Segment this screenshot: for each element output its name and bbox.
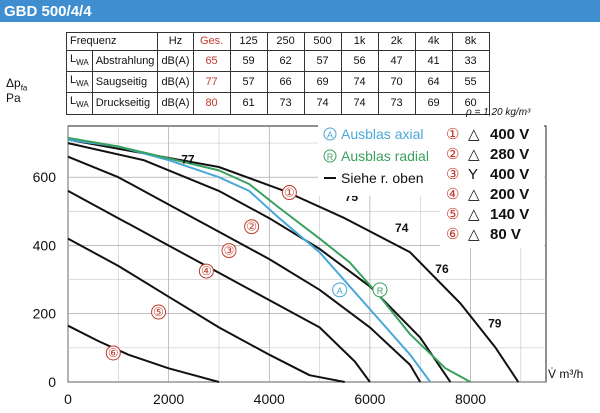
series-line-3	[67, 190, 371, 383]
row-label: Saugseitig	[91, 71, 159, 94]
table-row: LWA Abstrahlung dB(A) 65 59 62 57 56 47 …	[66, 49, 490, 73]
y-axis-unit: Pa	[6, 91, 21, 105]
curve-marker	[105, 345, 121, 361]
legend-background	[318, 124, 448, 196]
row-label: Druckseitig	[91, 92, 159, 115]
x-axis-label: V̇ m³/h	[548, 367, 584, 381]
sound-power-table: Frequenz Hz Ges. 125 250 500 1k 2k 4k 8k…	[65, 32, 490, 115]
rating-symbol: △	[468, 226, 480, 243]
legend-axial-label: Ausblas axial	[341, 126, 424, 142]
value-cell: 55	[451, 71, 490, 94]
curve-marker	[198, 263, 214, 279]
curve-marker	[372, 282, 388, 298]
curve-marker-label: ⑤	[153, 305, 164, 319]
y-tick-label: 600	[33, 169, 57, 185]
value-cell: 69	[414, 92, 453, 115]
curve-marker-label: ②	[246, 220, 257, 234]
rating-number: ②	[446, 146, 459, 163]
rating-number: ④	[446, 186, 459, 203]
rating-value: 80 V	[490, 226, 521, 243]
series-line-2	[67, 155, 422, 383]
y-tick-label: 400	[33, 237, 57, 253]
rating-symbol: △	[468, 206, 480, 223]
legend-axial-marker-text: A	[327, 130, 333, 140]
legend: A Ausblas axial R Ausblas radial Siehe r…	[318, 124, 448, 196]
page-title: GBD 500/4/4	[4, 3, 92, 20]
ges-cell: 80	[192, 92, 231, 115]
curve-marker	[221, 243, 237, 259]
legend-axial-marker	[323, 127, 337, 141]
sound-level-label: 74	[395, 221, 409, 235]
series-line-7	[67, 136, 471, 383]
voltage-legend: ① △ 400 V ② △ 280 V ③ Y 400 V ④ △ 200 V ⑤ △ 140 V ⑥ △ 80 …	[440, 124, 544, 248]
curve-marker-label: ⑥	[108, 346, 119, 360]
density-note: ρ = 1,20 kg/m³	[466, 107, 531, 118]
value-cell: 62	[266, 49, 305, 73]
rating-number: ③	[446, 166, 459, 183]
y-tick-label: 200	[33, 306, 57, 322]
rating-value: 280 V	[490, 146, 529, 163]
rating-value: 400 V	[490, 166, 529, 183]
series-line-1	[67, 142, 452, 383]
series-line-6	[67, 138, 432, 383]
tick-labels: 0 2000 4000 6000 8000 0 200 400 600	[33, 169, 487, 407]
rating-symbol: △	[468, 126, 480, 143]
y-tick-label: 0	[48, 374, 56, 390]
title-bar: GBD 500/4/4	[0, 0, 600, 22]
curve-markers: ① ②③④ ⑤ ⑥ A R	[105, 185, 388, 361]
rating-number: ①	[446, 126, 459, 143]
rating-value: 140 V	[490, 206, 529, 223]
value-cell: 70	[377, 71, 416, 94]
lwa-cell: LWA	[66, 49, 93, 73]
series-line-4	[67, 237, 345, 383]
legend-other-label: Siehe r. oben	[341, 170, 424, 186]
series-line-5	[67, 324, 220, 383]
legend-radial-marker-text: R	[327, 152, 334, 162]
rating-number: ⑤	[446, 206, 459, 223]
legend-radial-label: Ausblas radial	[341, 148, 429, 164]
curve-marker	[332, 282, 348, 298]
rating-symbol: Y	[468, 166, 478, 183]
table-row: LWA Druckseitig dB(A) 80 61 73 74 74 73 …	[66, 92, 490, 115]
curve-marker	[151, 304, 167, 320]
sound-level-label: 76	[435, 262, 449, 276]
rating-number: ⑥	[446, 226, 459, 243]
curve-marker-label: R	[377, 286, 384, 296]
x-tick-label: 6000	[354, 391, 385, 407]
rating-symbol: △	[468, 186, 480, 203]
value-cell: 66	[266, 71, 305, 94]
rating-value: 200 V	[490, 186, 529, 203]
x-tick-label: 0	[64, 391, 72, 407]
curve-marker-label: ④	[201, 264, 212, 278]
sound-level-label: 77	[181, 153, 195, 167]
unit-cell: dB(A)	[157, 92, 194, 115]
curve-marker	[281, 185, 297, 201]
rating-value: 400 V	[490, 126, 529, 143]
curve-marker-label: A	[337, 286, 343, 296]
legend-radial-marker	[323, 149, 337, 163]
curve-marker-label: ③	[224, 244, 235, 258]
value-cell: 61	[229, 92, 268, 115]
rating-symbol: △	[468, 146, 480, 163]
y-axis-label: Δpfa	[6, 76, 28, 93]
x-tick-label: 8000	[455, 391, 486, 407]
sound-level-label: 79	[488, 316, 502, 330]
voltage-legend-background	[440, 124, 544, 248]
curve-marker	[244, 219, 260, 235]
value-cell: 60	[451, 92, 490, 115]
x-tick-label: 2000	[153, 391, 184, 407]
value-cell: 33	[451, 49, 490, 73]
table-row: LWA Saugseitig dB(A) 77 57 66 69 74 70 6…	[66, 71, 490, 94]
curve-marker-label: ①	[284, 186, 295, 200]
curves	[67, 136, 520, 383]
x-tick-label: 4000	[254, 391, 285, 407]
